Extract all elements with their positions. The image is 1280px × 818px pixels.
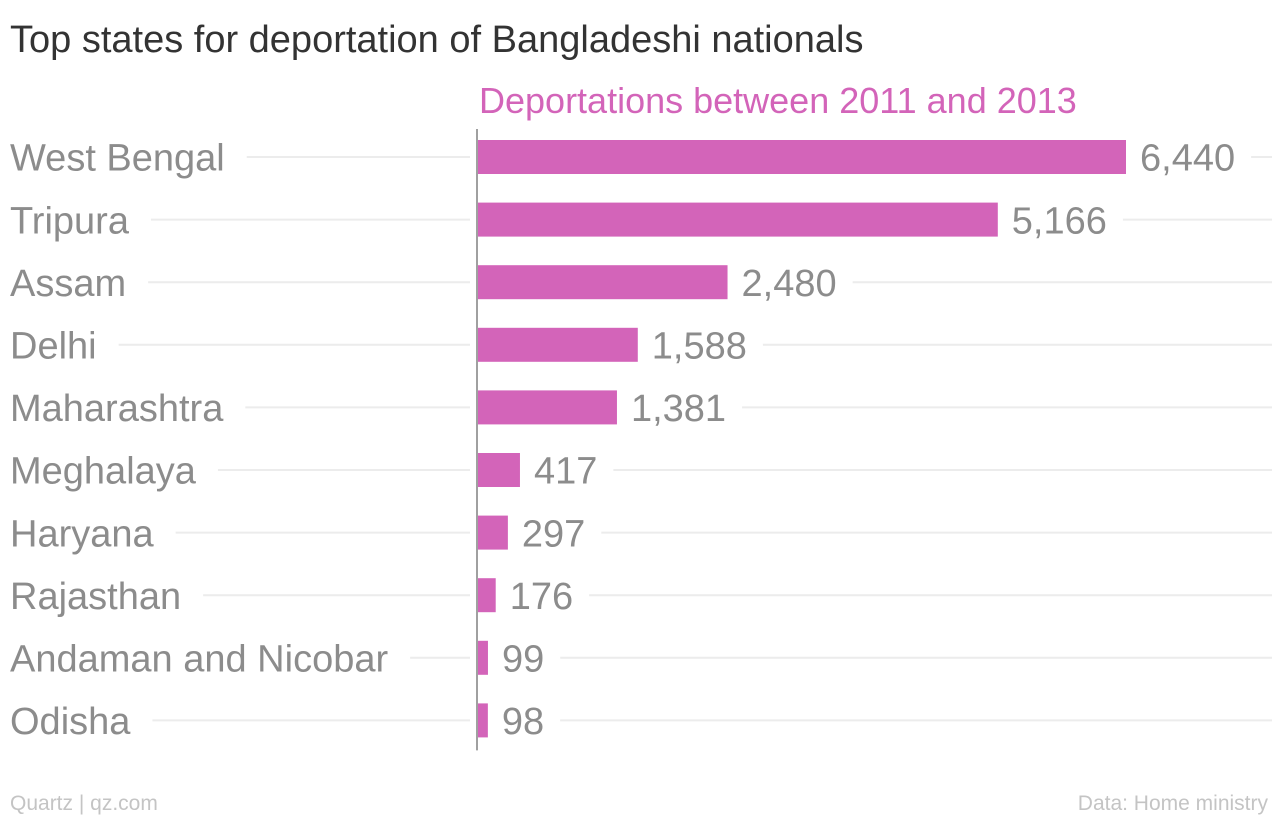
category-label: Odisha bbox=[10, 701, 131, 743]
bar bbox=[478, 140, 1126, 174]
category-label: Delhi bbox=[10, 325, 97, 367]
bar bbox=[478, 390, 617, 425]
category-label: Andaman and Nicobar bbox=[10, 638, 388, 680]
value-label: 1,588 bbox=[652, 325, 747, 367]
bar bbox=[478, 327, 638, 362]
bar bbox=[478, 515, 508, 550]
category-label: Meghalaya bbox=[10, 451, 197, 493]
gridlines bbox=[118, 156, 1272, 722]
value-label: 297 bbox=[522, 513, 585, 555]
bar bbox=[478, 640, 488, 675]
bar bbox=[478, 453, 520, 487]
category-label: Tripura bbox=[10, 200, 130, 242]
bar bbox=[478, 578, 496, 613]
category-label: Rajasthan bbox=[10, 576, 181, 618]
chart-title: Top states for deportation of Bangladesh… bbox=[10, 19, 863, 61]
value-label: 176 bbox=[510, 576, 573, 618]
category-label: West Bengal bbox=[10, 138, 225, 180]
series-title: Deportations between 2011 and 2013 bbox=[479, 80, 1077, 121]
category-label: Assam bbox=[10, 263, 126, 305]
labels: West Bengal 6,440 Tripura 5,166 Assam 2,480 De… bbox=[10, 138, 1235, 743]
value-label: 6,440 bbox=[1140, 138, 1235, 180]
bars bbox=[478, 140, 1126, 738]
category-label: Maharashtra bbox=[10, 388, 224, 430]
bar bbox=[478, 202, 998, 237]
value-label: 5,166 bbox=[1012, 200, 1107, 242]
bar bbox=[478, 265, 728, 300]
value-label: 99 bbox=[502, 638, 544, 680]
footer-data-credit: Data: Home ministry bbox=[1078, 792, 1269, 815]
bar bbox=[478, 703, 488, 738]
category-label: Haryana bbox=[10, 513, 154, 555]
value-label: 417 bbox=[534, 451, 597, 493]
footer-source: Quartz | qz.com bbox=[10, 792, 158, 815]
value-label: 2,480 bbox=[742, 263, 837, 305]
value-label: 98 bbox=[502, 701, 544, 743]
value-label: 1,381 bbox=[631, 388, 726, 430]
